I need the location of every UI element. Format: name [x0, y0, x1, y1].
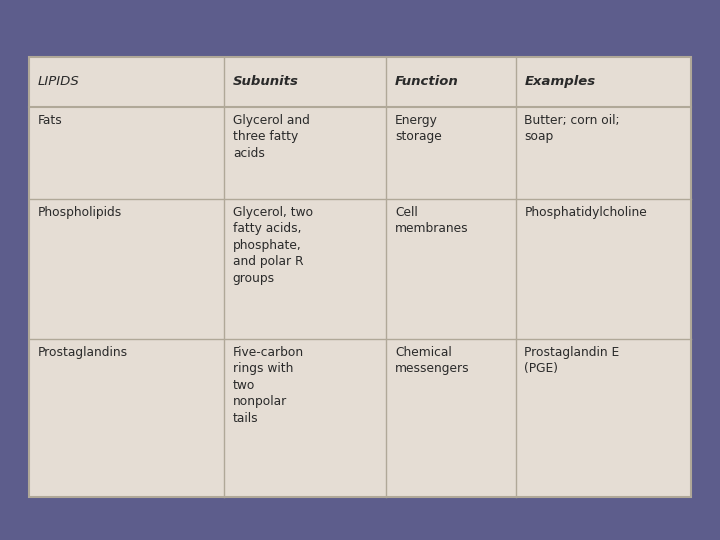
Text: Examples: Examples — [524, 76, 595, 89]
Text: Fats: Fats — [37, 114, 62, 127]
Text: LIPIDS: LIPIDS — [37, 76, 79, 89]
Text: Glycerol, two
fatty acids,
phosphate,
and polar R
groups: Glycerol, two fatty acids, phosphate, an… — [233, 206, 313, 285]
Text: Five-carbon
rings with
two
nonpolar
tails: Five-carbon rings with two nonpolar tail… — [233, 346, 304, 424]
Text: Glycerol and
three fatty
acids: Glycerol and three fatty acids — [233, 114, 310, 160]
Text: Butter; corn oil;
soap: Butter; corn oil; soap — [524, 114, 620, 143]
Text: Phospholipids: Phospholipids — [37, 206, 122, 219]
Text: Energy
storage: Energy storage — [395, 114, 442, 143]
Text: Prostaglandins: Prostaglandins — [37, 346, 127, 359]
FancyBboxPatch shape — [29, 57, 691, 497]
Text: Function: Function — [395, 76, 459, 89]
Text: Prostaglandin E
(PGE): Prostaglandin E (PGE) — [524, 346, 619, 375]
Text: Subunits: Subunits — [233, 76, 299, 89]
Text: Phosphatidylcholine: Phosphatidylcholine — [524, 206, 647, 219]
Text: Chemical
messengers: Chemical messengers — [395, 346, 469, 375]
Text: Cell
membranes: Cell membranes — [395, 206, 469, 235]
